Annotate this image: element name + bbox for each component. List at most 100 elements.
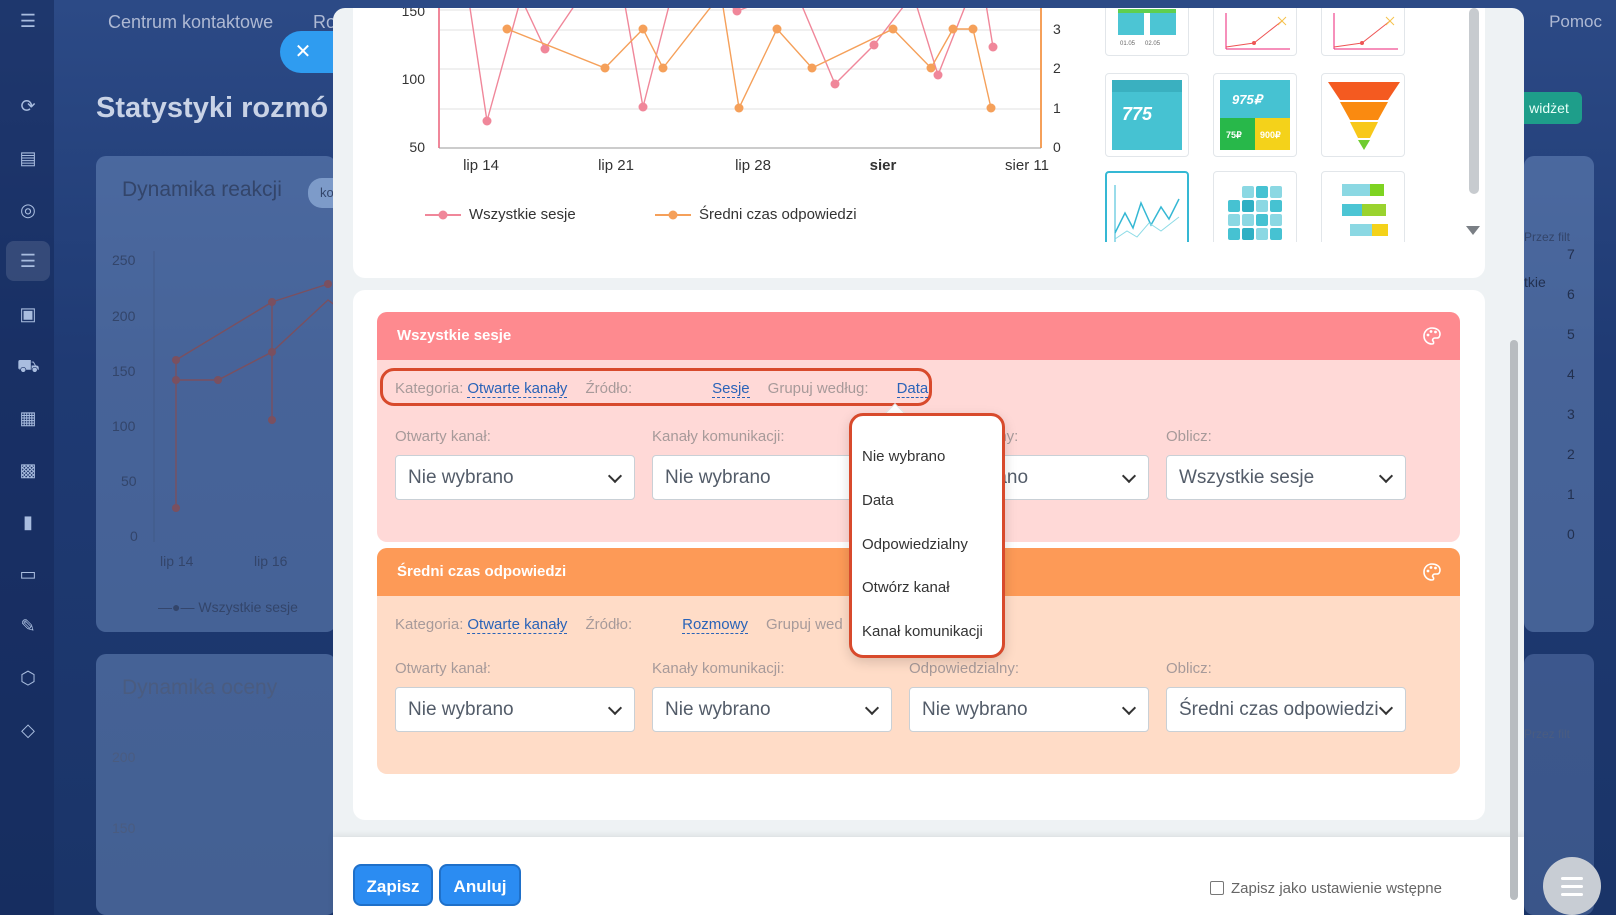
topbar-item[interactable]: Centrum kontaktowe xyxy=(108,12,274,32)
series-response-point xyxy=(600,63,610,73)
gallery-scrollbar[interactable] xyxy=(1469,8,1479,194)
bg-ytick: 100 xyxy=(112,418,136,434)
thumb-grid[interactable] xyxy=(1213,171,1297,242)
legend-item-sessions[interactable]: Wszystkie sesje xyxy=(425,206,576,223)
category-label: Kategoria: xyxy=(395,616,464,633)
dropdown-option[interactable]: Odpowiedzialny xyxy=(862,536,968,553)
y-tick-label-right: 3 xyxy=(1053,21,1061,37)
color-picker-icon[interactable] xyxy=(1422,562,1442,582)
save-preset-checkbox[interactable] xyxy=(1210,881,1224,895)
thumb-line-selected[interactable] xyxy=(1105,171,1189,242)
field-label: Otwarty kanał: xyxy=(395,428,491,445)
robot-icon[interactable]: ▣ xyxy=(19,304,37,324)
dropdown-option[interactable]: Kanał komunikacji xyxy=(862,623,983,640)
y-tick-label: 150 xyxy=(402,8,426,19)
bg-card-reactions: Dynamika reakcji ko xyxy=(96,156,348,632)
series-settings-panel: Wszystkie sesje Kategoria: Otwarte kanały… xyxy=(353,290,1485,820)
source-link[interactable]: Sesje xyxy=(712,380,750,398)
bg-card-title: Dynamika reakcji xyxy=(122,178,282,201)
document-icon[interactable]: ▭ xyxy=(19,564,37,584)
category-link[interactable]: Otwarte kanały xyxy=(467,616,568,634)
series-response-point xyxy=(888,24,898,34)
calculate-select[interactable]: Średni czas odpowiedzi xyxy=(1166,687,1406,732)
responsible-field: Odpowiedzialny: Nie wybrano xyxy=(909,660,1149,732)
hexagon-icon[interactable]: ⬡ xyxy=(20,668,36,688)
chevron-down-icon xyxy=(1378,700,1394,716)
topbar-item[interactable]: Ro xyxy=(313,12,337,32)
bg-ytick: 200 xyxy=(112,749,136,765)
field-label: Oblicz: xyxy=(1166,660,1212,677)
cart-icon[interactable]: ⛟ xyxy=(17,356,40,376)
calculate-select[interactable]: Wszystkie sesje xyxy=(1166,455,1406,500)
series-response-point xyxy=(502,24,512,34)
responsible-select[interactable]: Nie wybrano xyxy=(909,687,1149,732)
x-tick-label: lip 14 xyxy=(463,157,499,174)
chevron-down-icon xyxy=(607,468,623,484)
color-picker-icon[interactable] xyxy=(1422,326,1442,346)
bg-legend: —●— Wszystkie sesje xyxy=(158,599,298,615)
modal-footer: Zapisz Anuluj Zapisz jako ustawienie wst… xyxy=(333,837,1524,915)
help-link[interactable]: Pomoc xyxy=(1549,12,1602,31)
cube-icon[interactable]: ◇ xyxy=(21,720,35,740)
grid-tile xyxy=(1256,228,1268,240)
thumb-line-chart[interactable] xyxy=(1321,8,1405,56)
thumb-number-widget[interactable]: 775 xyxy=(1105,73,1189,157)
bg-chart-reactions xyxy=(153,251,336,542)
series-sessions-point xyxy=(933,70,943,80)
menu-line xyxy=(1561,893,1583,896)
close-modal-button[interactable]: ✕ xyxy=(280,31,334,73)
comm-channels-select[interactable]: Nie wybrano xyxy=(652,687,892,732)
open-channel-select[interactable]: Nie wybrano xyxy=(395,455,635,500)
thumb-line-chart[interactable] xyxy=(1213,8,1297,56)
x-tick-label: lip 21 xyxy=(598,157,634,174)
series-sessions-point xyxy=(638,102,648,112)
pen-icon[interactable]: ✎ xyxy=(20,616,36,636)
source-link[interactable]: Rozmowy xyxy=(682,616,748,634)
save-preset-label: Zapisz jako ustawienie wstępne xyxy=(1231,880,1442,897)
grid-tile xyxy=(1242,214,1254,226)
card-icon[interactable]: ▤ xyxy=(19,148,37,168)
dropdown-option[interactable]: Otwórz kanał xyxy=(862,579,950,596)
bg-ytick: 150 xyxy=(112,820,136,836)
thumb-bar-chart[interactable]: 01.05 02.05 xyxy=(1105,8,1189,56)
calendar-icon[interactable]: ▩ xyxy=(19,460,37,480)
menu-icon[interactable]: ☰ xyxy=(19,11,37,31)
box-icon[interactable]: ▦ xyxy=(19,408,37,428)
open-channel-field: Otwarty kanał: Nie wybrano xyxy=(395,428,635,500)
contacts-icon[interactable]: ⟳ xyxy=(20,96,36,116)
add-widget-button[interactable]: widżet xyxy=(1516,92,1582,124)
preview-chart: 150 100 50 3 2 1 0 lip 14 lip 21 lip 28 sier sier 1… xyxy=(402,8,1061,174)
series-sessions-point xyxy=(830,79,840,89)
chart-icon[interactable]: ▮ xyxy=(23,512,33,532)
x-tick-label: sier 11 xyxy=(1005,157,1049,174)
scroll-down-icon[interactable] xyxy=(1466,226,1480,235)
save-button[interactable]: Zapisz xyxy=(353,864,433,906)
bg-ytick: 50 xyxy=(121,473,137,489)
thumb-funnel[interactable] xyxy=(1321,73,1405,157)
dropdown-option[interactable]: Nie wybrano xyxy=(862,448,946,465)
thumb-bars[interactable] xyxy=(1321,171,1405,242)
group-by-link[interactable]: Data xyxy=(896,380,929,398)
target-icon[interactable]: ◎ xyxy=(20,200,36,220)
bg-right-tick: 5 xyxy=(1567,326,1575,342)
bg-right-tick: 3 xyxy=(1567,406,1575,422)
grid-tile xyxy=(1242,186,1254,198)
thumb-money-widget[interactable]: 975₽ 75₽ 900₽ xyxy=(1213,73,1297,157)
cancel-button[interactable]: Anuluj xyxy=(439,864,521,906)
category-link[interactable]: Otwarte kanały xyxy=(467,380,568,398)
filter-icon[interactable]: ☰ xyxy=(6,241,50,281)
bg-right-tick: 0 xyxy=(1567,526,1575,542)
y-tick-label-right: 0 xyxy=(1053,139,1061,155)
page-scrollbar[interactable] xyxy=(1510,340,1518,900)
series-response-point xyxy=(734,103,744,113)
dropdown-option[interactable]: Data xyxy=(862,492,894,509)
field-label: Odpowiedzialny: xyxy=(909,660,1020,677)
page-title: Statystyki rozmó xyxy=(96,92,329,124)
legend-marker-sessions xyxy=(425,210,461,219)
legend-marker-response xyxy=(655,210,691,219)
open-channel-select[interactable]: Nie wybrano xyxy=(395,687,635,732)
bg-right-tick: 1 xyxy=(1567,486,1575,502)
legend-item-response[interactable]: Średni czas odpowiedzi xyxy=(655,206,857,223)
bg-ytick: 150 xyxy=(112,363,136,379)
chat-button[interactable] xyxy=(1543,857,1601,915)
